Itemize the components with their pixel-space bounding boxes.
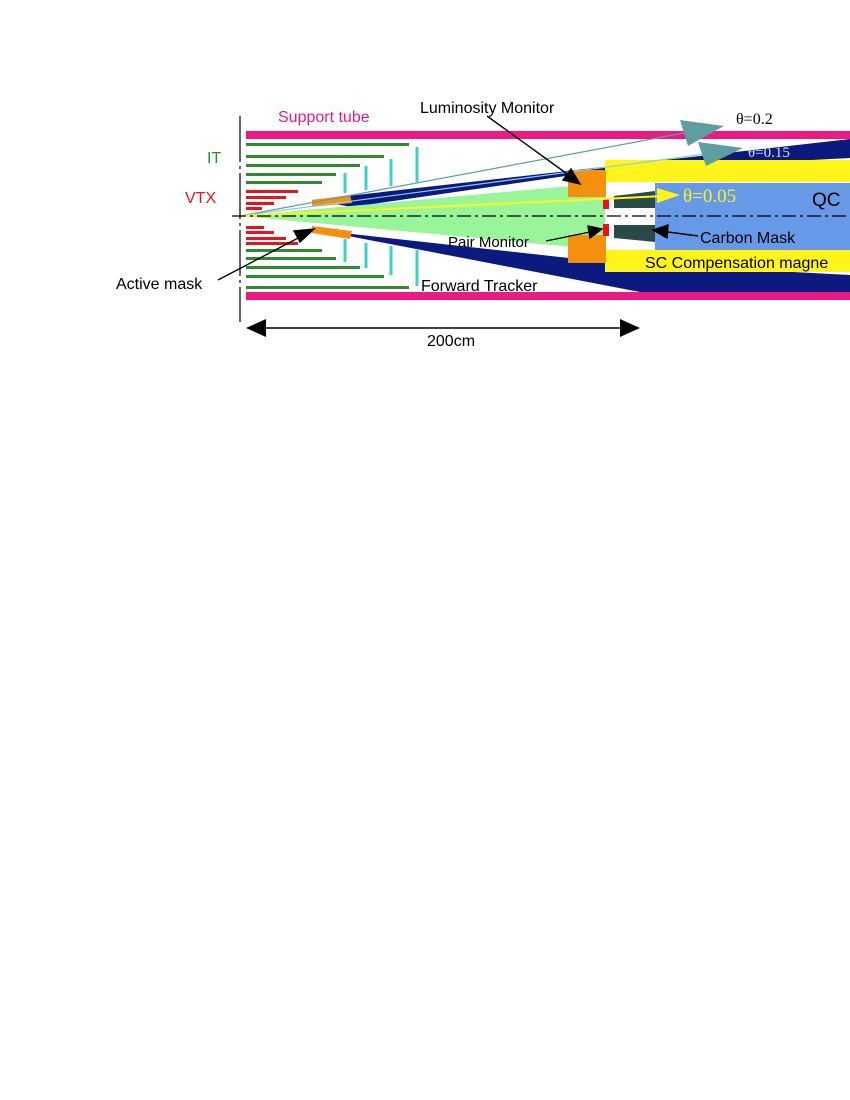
vtx-layer — [246, 202, 274, 205]
it-layer — [246, 143, 409, 146]
pair-monitor-bottom — [603, 224, 609, 236]
support-tube-bottom — [246, 292, 850, 300]
carbon-mask-top — [614, 191, 655, 208]
it-layer — [246, 181, 322, 184]
active-mask-bottom — [312, 226, 352, 239]
vtx-layer — [246, 237, 286, 240]
theta-015-arrowhead — [698, 142, 743, 166]
vertex-detector — [246, 190, 298, 245]
theta-005-arrowhead — [657, 188, 680, 203]
vtx-layer — [246, 207, 262, 210]
theta-005-label: θ=0.05 — [683, 186, 736, 207]
sc-compensation-magnet-top — [605, 160, 850, 182]
theta-02-line — [239, 129, 701, 217]
support-tube-top — [246, 131, 850, 139]
leader-arrows — [217, 115, 699, 281]
theta-015-line — [239, 151, 721, 217]
it-layer — [246, 286, 409, 289]
it-layer — [246, 249, 322, 252]
it-label: IT — [207, 150, 221, 167]
vtx-layer — [246, 196, 286, 199]
vtx-layer — [246, 242, 298, 245]
it-layer — [246, 155, 384, 158]
active-mask-label: Active mask — [116, 276, 203, 293]
pair-monitor-top — [603, 199, 609, 209]
beam-cone — [240, 183, 605, 250]
luminosity-monitor-label: Luminosity Monitor — [420, 100, 555, 117]
theta-02-arrowhead — [680, 120, 724, 146]
sc-compensation-magnet-label: SC Compensation magne — [645, 255, 828, 272]
forward-tracker — [343, 147, 419, 286]
carbon-mask-bottom — [614, 225, 655, 242]
theta-02-label: θ=0.2 — [736, 111, 773, 128]
it-layer — [246, 164, 360, 167]
qc-label: QC — [812, 190, 841, 211]
pair-monitor-label: Pair Monitor — [448, 234, 529, 251]
it-layer — [246, 173, 336, 176]
vtx-layer — [246, 231, 274, 234]
carbon-mask-label: Carbon Mask — [700, 230, 796, 247]
it-layer — [246, 257, 336, 260]
vtx-label: VTX — [185, 190, 216, 207]
scale-arrow — [246, 319, 640, 337]
theta-005-line — [239, 195, 666, 217]
inner-tracker — [246, 143, 409, 289]
luminosity-monitor-bottom — [568, 235, 606, 263]
theta-015-label: θ=0.15 — [748, 145, 790, 161]
scale-label: 200cm — [427, 333, 475, 350]
it-layer — [246, 275, 384, 278]
active-mask-top — [312, 195, 352, 207]
vtx-layer — [246, 190, 298, 193]
vtx-layer — [246, 226, 264, 229]
forward-tracker-label: Forward Tracker — [421, 278, 538, 295]
it-layer — [246, 266, 360, 269]
sc-compensation-magnet-bottom — [605, 250, 850, 272]
support-tube-label: Support tube — [278, 109, 370, 126]
